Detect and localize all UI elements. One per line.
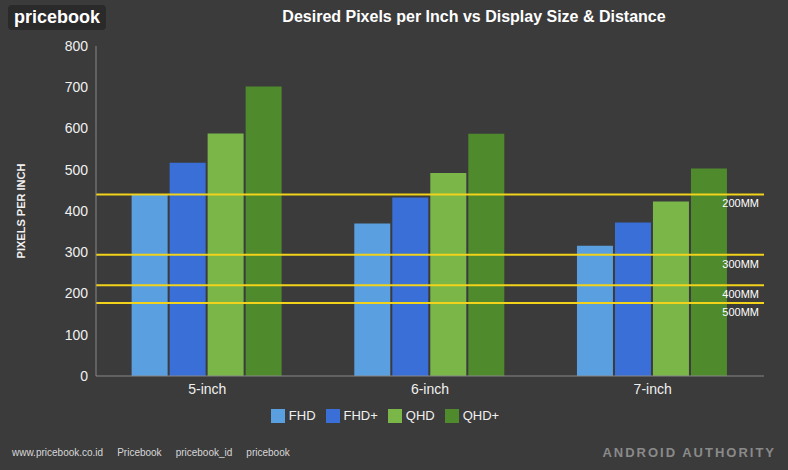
svg-text:200: 200 bbox=[65, 285, 89, 301]
svg-text:300MM: 300MM bbox=[722, 258, 759, 270]
html-text:QHD: QHD bbox=[405, 408, 435, 423]
svg-text:100: 100 bbox=[65, 327, 89, 343]
svg-text:6-inch: 6-inch bbox=[411, 381, 449, 397]
svg-text:400MM: 400MM bbox=[722, 288, 759, 300]
html-text:FHD+: FHD+ bbox=[343, 408, 378, 423]
svg-text:400: 400 bbox=[65, 203, 89, 219]
svg-text:600: 600 bbox=[65, 120, 89, 136]
html-text:Desired Pixels per Inch vs Dis: Desired Pixels per Inch vs Display Size … bbox=[282, 8, 666, 25]
html-text:Pricebook: Pricebook bbox=[117, 446, 162, 458]
svg-text:PIXELS PER INCH: PIXELS PER INCH bbox=[15, 164, 27, 259]
svg-text:800: 800 bbox=[65, 38, 89, 54]
svg-text:500: 500 bbox=[65, 162, 89, 178]
html-text:ANDROID AUTHORITY: ANDROID AUTHORITY bbox=[602, 444, 776, 460]
svg-text:5-inch: 5-inch bbox=[188, 381, 226, 397]
svg-text:7-inch: 7-inch bbox=[634, 381, 672, 397]
html-text:pricebook_id: pricebook_id bbox=[175, 446, 233, 458]
html-text:FHD: FHD bbox=[288, 408, 316, 423]
svg-text:0: 0 bbox=[80, 368, 88, 384]
html-text:www.pricebook.co.id: www.pricebook.co.id bbox=[12, 446, 104, 458]
svg-text:700: 700 bbox=[65, 79, 89, 95]
svg-text:200MM: 200MM bbox=[722, 197, 759, 209]
html-text:pricebook: pricebook bbox=[246, 446, 290, 458]
html-text:pricebook: pricebook bbox=[14, 7, 100, 27]
svg-text:300: 300 bbox=[65, 244, 89, 260]
svg-text:500MM: 500MM bbox=[722, 306, 759, 318]
html-text:QHD+: QHD+ bbox=[462, 408, 500, 423]
